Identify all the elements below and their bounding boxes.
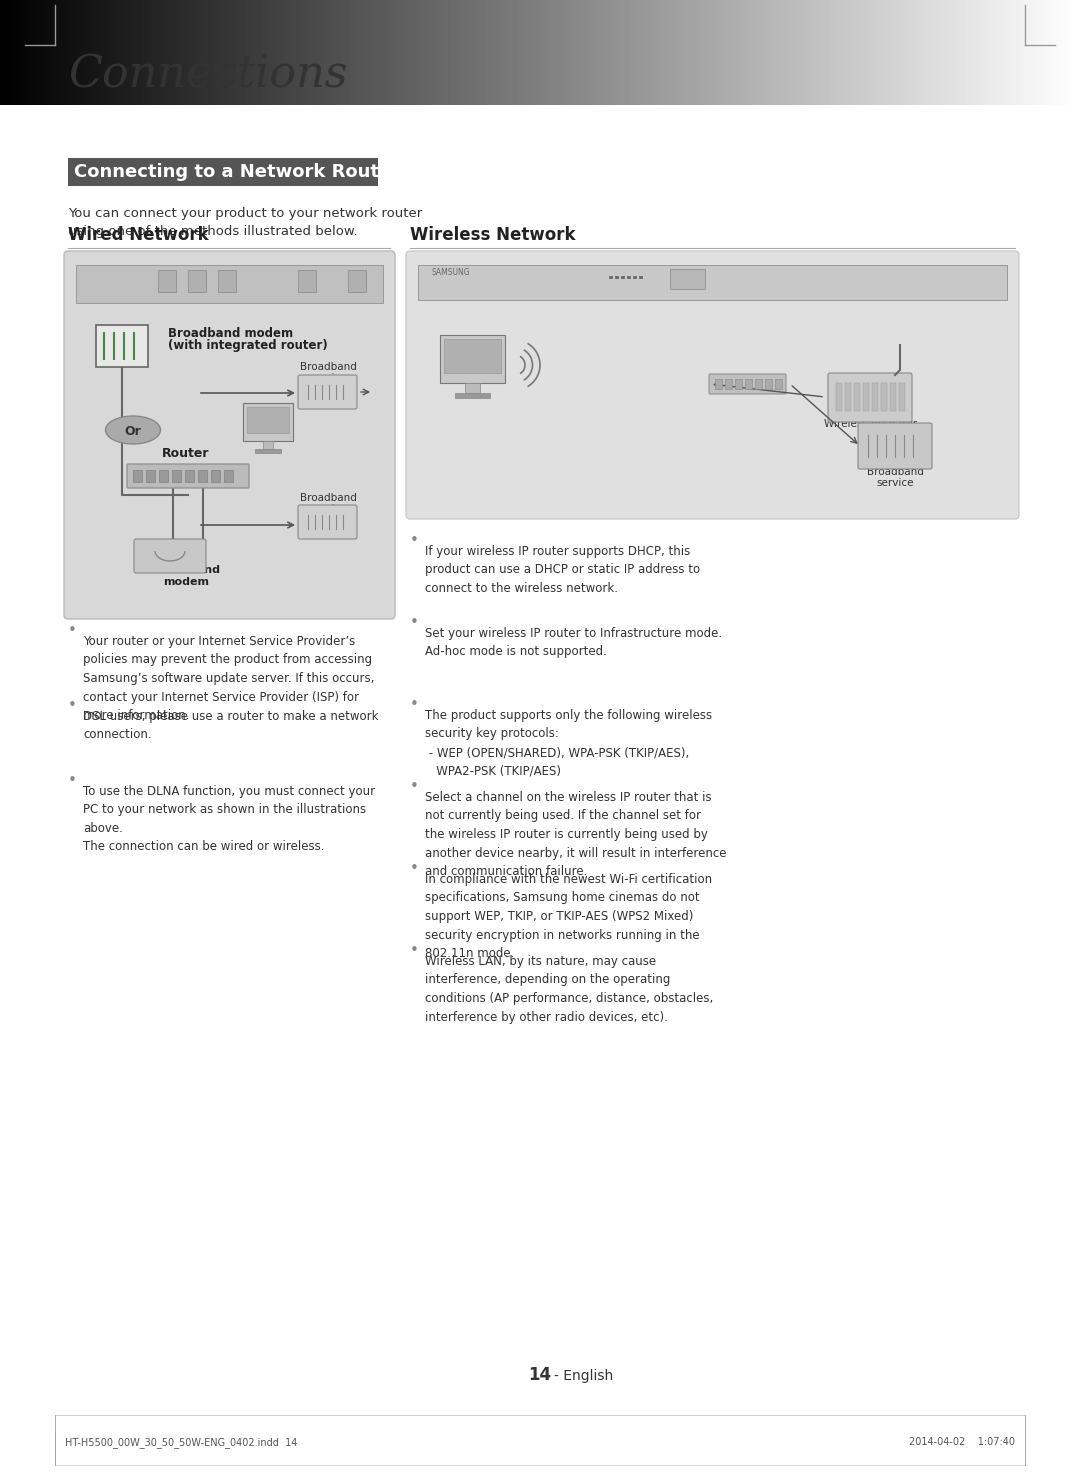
Bar — [255, 450, 281, 453]
Text: Wireless LAN, by its nature, may cause
interference, depending on the operating
: Wireless LAN, by its nature, may cause i… — [426, 955, 713, 1023]
Text: service: service — [309, 504, 347, 515]
Text: SAMSUNG: SAMSUNG — [432, 268, 471, 277]
Text: 14: 14 — [528, 1367, 552, 1384]
Text: Connecting to a Network Router: Connecting to a Network Router — [75, 163, 400, 180]
Bar — [455, 393, 490, 398]
Text: Connections: Connections — [68, 53, 348, 98]
FancyBboxPatch shape — [127, 464, 249, 488]
Text: •: • — [410, 697, 419, 711]
Text: HT-H5500_00W_30_50_50W-ENG_0402.indd  14: HT-H5500_00W_30_50_50W-ENG_0402.indd 14 — [65, 1438, 297, 1448]
Bar — [465, 383, 480, 393]
Text: Broadband modem: Broadband modem — [168, 327, 293, 340]
Text: •: • — [410, 779, 419, 794]
Bar — [264, 441, 273, 450]
Bar — [96, 325, 148, 367]
Text: Set your wireless IP router to Infrastructure mode.
Ad-hoc mode is not supported: Set your wireless IP router to Infrastru… — [426, 627, 723, 658]
Bar — [899, 383, 905, 411]
Bar — [247, 407, 289, 433]
Bar — [224, 470, 233, 482]
Bar — [863, 383, 869, 411]
Bar — [725, 379, 732, 389]
FancyBboxPatch shape — [406, 251, 1020, 519]
Bar — [765, 379, 772, 389]
Bar — [440, 336, 505, 383]
Bar — [188, 271, 206, 291]
Bar — [872, 383, 878, 411]
Text: Broadband: Broadband — [866, 467, 923, 478]
Ellipse shape — [106, 416, 161, 444]
Text: - English: - English — [554, 1370, 613, 1383]
FancyBboxPatch shape — [64, 251, 395, 620]
FancyBboxPatch shape — [828, 373, 912, 422]
Bar — [55, 1415, 1025, 1466]
Bar — [444, 339, 501, 373]
Text: (with integrated router): (with integrated router) — [168, 339, 327, 352]
Text: •: • — [410, 861, 419, 876]
Bar — [775, 379, 782, 389]
Bar — [890, 383, 896, 411]
Bar — [146, 470, 156, 482]
Text: service: service — [309, 373, 347, 383]
Text: Your router or your Internet Service Provider’s
policies may prevent the product: Your router or your Internet Service Pro… — [83, 634, 375, 722]
Text: If your wireless IP router supports DHCP, this
product can use a DHCP or static : If your wireless IP router supports DHCP… — [426, 544, 700, 595]
Bar — [211, 470, 220, 482]
FancyBboxPatch shape — [298, 504, 357, 538]
Bar — [418, 265, 1007, 300]
FancyBboxPatch shape — [134, 538, 206, 572]
Bar — [715, 379, 723, 389]
Bar — [198, 470, 207, 482]
Bar — [735, 379, 742, 389]
Text: •: • — [410, 615, 419, 630]
Text: Broadband: Broadband — [299, 493, 356, 503]
Text: The product supports only the following wireless
security key protocols:
 - WEP : The product supports only the following … — [426, 708, 712, 778]
FancyBboxPatch shape — [858, 423, 932, 469]
Text: Wireless Network: Wireless Network — [410, 226, 576, 244]
Bar — [836, 383, 842, 411]
FancyBboxPatch shape — [708, 374, 786, 393]
Text: •: • — [410, 532, 419, 549]
Bar — [670, 269, 705, 288]
Bar — [298, 271, 316, 291]
Bar — [158, 271, 176, 291]
Bar — [755, 379, 762, 389]
Bar — [76, 265, 383, 303]
Bar — [68, 158, 378, 186]
Text: To use the DLNA function, you must connect your
PC to your network as shown in t: To use the DLNA function, you must conne… — [83, 785, 375, 853]
Bar — [881, 383, 887, 411]
Text: 2014-04-02    1:07:40: 2014-04-02 1:07:40 — [909, 1438, 1015, 1446]
Bar — [348, 271, 366, 291]
Text: Select a channel on the wireless IP router that is
not currently being used. If : Select a channel on the wireless IP rout… — [426, 791, 727, 879]
Bar — [172, 470, 181, 482]
Text: Or: Or — [124, 424, 141, 438]
Text: Wireless IP sharer: Wireless IP sharer — [824, 419, 917, 429]
Bar — [745, 379, 752, 389]
Bar — [133, 470, 141, 482]
Bar — [854, 383, 860, 411]
Text: You can connect your product to your network router
using one of the methods ill: You can connect your product to your net… — [68, 207, 422, 238]
Text: Broadband: Broadband — [152, 565, 220, 575]
Text: Router: Router — [162, 447, 210, 460]
Bar — [185, 470, 194, 482]
Bar — [243, 402, 293, 441]
Bar — [218, 271, 237, 291]
Bar — [159, 470, 168, 482]
Text: •: • — [68, 698, 77, 713]
Text: •: • — [68, 623, 77, 637]
Bar — [845, 383, 851, 411]
Text: Broadband: Broadband — [299, 362, 356, 373]
Text: Wired Network: Wired Network — [68, 226, 208, 244]
Text: DSL users, please use a router to make a network
connection.: DSL users, please use a router to make a… — [83, 710, 378, 741]
Text: •: • — [68, 774, 77, 788]
Text: •: • — [410, 944, 419, 958]
FancyBboxPatch shape — [298, 376, 357, 410]
Text: In compliance with the newest Wi-Fi certification
specifications, Samsung home c: In compliance with the newest Wi-Fi cert… — [426, 873, 712, 960]
Text: service: service — [876, 478, 914, 488]
Text: modem: modem — [163, 577, 210, 587]
